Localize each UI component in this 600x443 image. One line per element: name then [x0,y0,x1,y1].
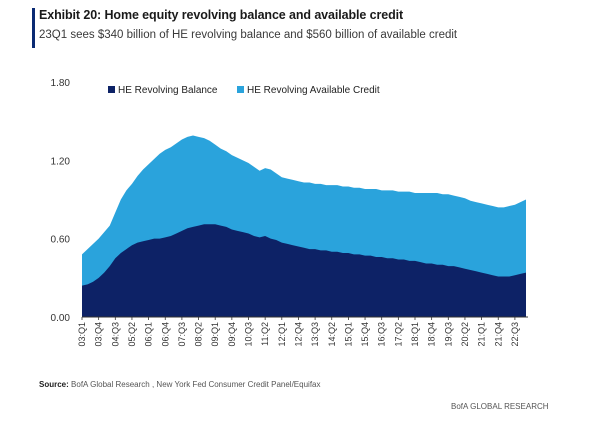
x-tick-label: 20:Q2 [460,322,470,347]
y-tick-label: 0.00 [51,313,71,324]
x-tick-label: 05:Q2 [127,322,137,347]
legend-item-available-credit-label: HE Revolving Available Credit [247,85,380,96]
y-tick-label: 0.60 [51,235,71,246]
y-tick-label: 1.20 [51,156,71,167]
chart-title: Exhibit 20: Home equity revolving balanc… [39,8,404,22]
x-tick-label: 08:Q2 [194,322,204,347]
x-tick-label: 16:Q3 [377,322,387,347]
x-tick-label: 06:Q4 [160,322,170,347]
x-tick-label: 18:Q4 [427,322,437,347]
x-tick-label: 15:Q4 [360,322,370,347]
title-accent-bar [32,8,35,48]
x-tick-label: 04:Q3 [110,322,120,347]
x-tick-label: 09:Q1 [210,322,220,347]
x-tick-label: 15:Q1 [343,322,353,347]
y-tick-label: 1.80 [51,78,71,89]
x-tick-label: 03:Q1 [77,322,87,347]
x-tick-label: 11:Q2 [260,322,270,346]
x-tick-label: 22:Q3 [510,322,520,347]
x-tick-label: 03:Q4 [94,322,104,347]
x-tick-label: 09:Q4 [227,322,237,347]
x-tick-label: 12:Q1 [277,322,287,347]
x-tick-label: 10:Q3 [244,322,254,347]
chart-subtitle: 23Q1 sees $340 billion of HE revolving b… [39,29,458,41]
x-tick-label: 14:Q2 [327,322,337,347]
legend-item-available-credit-swatch [237,86,244,93]
area-revolving-balance [82,224,526,317]
legend-item-balance-swatch [108,86,115,93]
x-tick-label: 13:Q3 [310,322,320,347]
x-tick-label: 21:Q4 [493,322,503,347]
brand-footer: BofA GLOBAL RESEARCH [451,402,549,411]
source-text: BofA Global Research , New York Fed Cons… [71,380,321,389]
source-note: Source: BofA Global Research , New York … [39,380,321,389]
source-label: Source: [39,380,69,389]
x-tick-label: 18:Q1 [410,322,420,347]
x-tick-label: 12:Q4 [293,322,303,347]
x-tick-label: 06:Q1 [144,322,154,347]
x-tick-label: 21:Q1 [477,322,487,347]
x-tick-label: 07:Q3 [177,322,187,347]
legend-item-balance-label: HE Revolving Balance [118,85,218,96]
x-tick-label: 17:Q2 [393,322,403,347]
x-tick-label: 19:Q3 [443,322,453,347]
